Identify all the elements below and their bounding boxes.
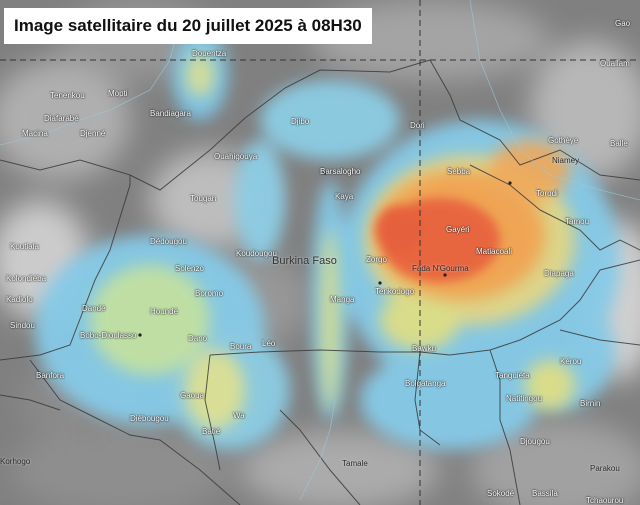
place-label-koutiala: Koutiala [10, 242, 39, 251]
place-label-dori: Dori [410, 121, 425, 130]
place-label-tamou: Tamou [565, 217, 590, 226]
place-label-matiacoali: Matiacoali [476, 247, 513, 256]
place-label-macina: Macina [22, 129, 48, 138]
place-label-tenenkou: Tenenkou [50, 91, 85, 100]
place-label-bolgatanga: Bolgatanga [405, 379, 446, 388]
country-label: Burkina Faso [272, 255, 337, 267]
place-label-fada-n-gourma: Fada N'Gourma [412, 264, 469, 273]
place-label-tamale: Tamale [342, 459, 368, 468]
place-label-niamey: Niamey [552, 156, 580, 165]
place-label-sokod-: Sokodé [487, 489, 515, 498]
place-label-tenkodogo: Tenkodogo [375, 287, 415, 296]
place-label-natitingou: Natitingou [506, 394, 543, 403]
place-label-diafarab-: Diafarabé [44, 114, 79, 123]
place-label-kaya: Kaya [335, 192, 354, 201]
place-label-gaoua: Gaoua [180, 391, 205, 400]
place-label-kolondi-ba: Kolondièba [6, 274, 47, 283]
place-label-zorgo: Zorgo [366, 255, 387, 264]
place-label-ouallam: Ouallam [600, 59, 630, 68]
place-label-djibo: Djibo [291, 117, 310, 126]
place-label-wa: Wa [233, 411, 245, 420]
place-label-gay-ri: Gayéri [446, 225, 470, 234]
place-label-l-o: Léo [262, 339, 276, 348]
place-label-bawku: Bawku [412, 344, 437, 353]
place-label-korhogo: Korhogo [0, 457, 31, 466]
place-label-diapaga: Diapaga [544, 269, 574, 278]
place-label-banfora: Banfora [36, 371, 65, 380]
place-label-birnin: Birnin [580, 399, 601, 408]
place-label-dano: Dano [188, 334, 208, 343]
place-label-d-dougou: Dédougou [150, 237, 187, 246]
place-label-sindou: Sindou [10, 321, 35, 330]
place-label-manga: Manga [330, 295, 355, 304]
place-label-dand-: Dandé [82, 304, 106, 313]
place-label-bati-: Batié [202, 427, 221, 436]
place-label-douentza: Douentza [192, 49, 227, 58]
place-label-tougan: Tougan [190, 194, 217, 203]
place-label-bassila: Bassila [532, 489, 558, 498]
place-label-gao: Gao [615, 19, 631, 28]
place-label-sebba: Sebba [447, 167, 471, 176]
place-label-barsalogho: Barsalogho [320, 167, 361, 176]
place-label-parakou: Parakou [590, 464, 620, 473]
place-label-kadiolo: Kadiolo [6, 295, 33, 304]
place-label-djougou: Djougou [520, 437, 550, 446]
place-label-tangui-ta: Tanguiéta [495, 371, 530, 380]
place-label-ouahigouya: Ouahigouya [214, 152, 258, 161]
place-label-di-bougou: Diébougou [130, 414, 169, 423]
place-label-djenn-: Djenné [80, 129, 106, 138]
place-label-boromo: Boromo [195, 289, 224, 298]
map-title: Image satellitaire du 20 juillet 2025 à … [4, 8, 372, 44]
place-label-tchaourou: Tchaourou [586, 496, 624, 505]
place-label-bandiagara: Bandiagara [150, 109, 191, 118]
place-label-bobo-dioulasso: Bobo-Dioulasso [80, 331, 137, 340]
place-label-koudougou: Koudougou [236, 249, 277, 258]
place-label-balle: Balle [610, 139, 628, 148]
place-label-solenzo: Solenzo [175, 264, 204, 273]
place-label-torodi: Torodi [536, 189, 558, 198]
place-label-boura: Boura [230, 342, 252, 351]
place-label-hound-: Houndé [150, 307, 179, 316]
place-label-k-rou: Kérou [560, 357, 582, 366]
place-label-mopti: Mopti [108, 89, 128, 98]
place-label-goth-ye: Gothèye [548, 136, 579, 145]
